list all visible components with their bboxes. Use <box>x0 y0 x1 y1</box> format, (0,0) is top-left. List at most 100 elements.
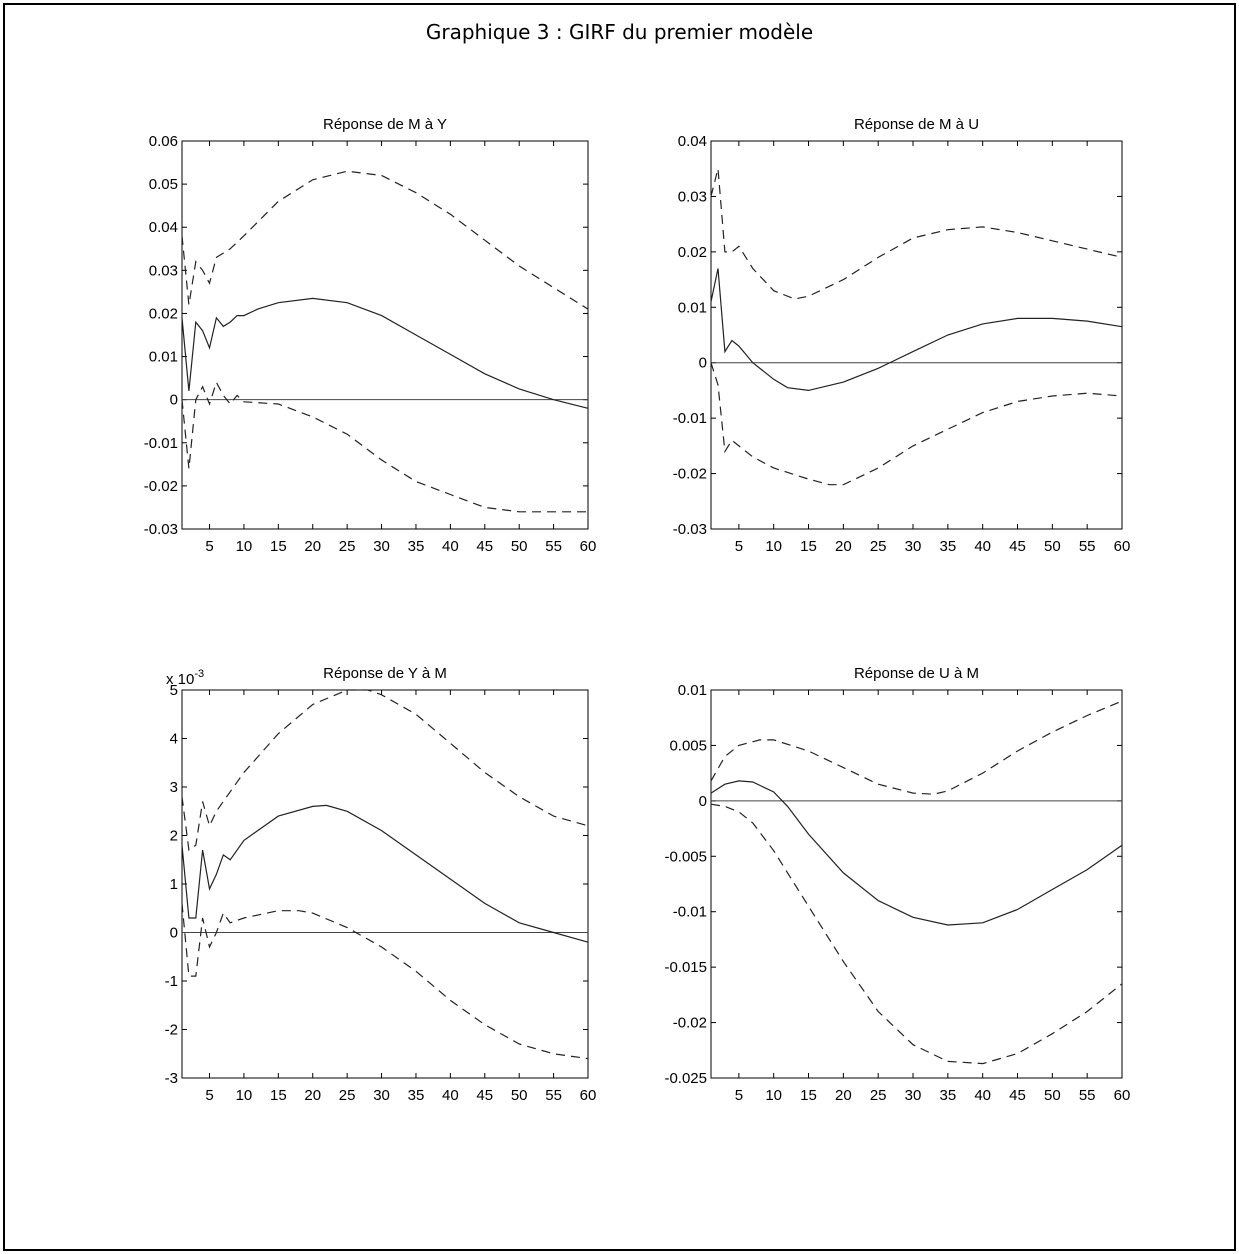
y-tick-label: 2 <box>170 828 178 845</box>
confidence-band-line <box>181 689 589 852</box>
y-tick-label: 0 <box>170 925 178 942</box>
x-tick-label: 60 <box>1114 1087 1131 1104</box>
x-tick-label: 50 <box>511 538 528 555</box>
subplot-title: Réponse de U à M <box>854 665 979 682</box>
y-tick-label: -0.01 <box>144 435 178 452</box>
x-tick-label: 30 <box>905 1087 922 1104</box>
subplot-3: Réponse de Y à M5 10 15 20 25 30 35 40 45 50 55 60-… <box>165 665 597 1104</box>
subplot-2: Réponse de M à U 5 10 15 20 25 30 35 40 45 50 55 60 -… <box>673 116 1131 555</box>
x-tick-label: 40 <box>974 1087 991 1104</box>
confidence-band-line <box>710 803 1123 1065</box>
x-tick-label: 55 <box>1079 538 1096 555</box>
x-tick-label: 10 <box>236 1087 253 1104</box>
confidence-band-line <box>710 168 1123 300</box>
irf-line <box>181 297 589 409</box>
x-tick-label: 45 <box>1009 1087 1026 1104</box>
y-tick-label: -2 <box>165 1022 178 1039</box>
x-tick-label: 5 <box>205 1087 213 1104</box>
x-tick-label: 55 <box>1079 1087 1096 1104</box>
y-tick-label: -0.015 <box>664 959 707 976</box>
y-tick-label: 0.01 <box>678 299 707 316</box>
x-tick-label: 10 <box>236 538 253 555</box>
y-tick-label: 5 <box>170 682 178 699</box>
x-tick-label: 25 <box>339 1087 356 1104</box>
x-tick-label: 15 <box>800 538 817 555</box>
confidence-band-line <box>181 170 589 310</box>
y-tick-label: 4 <box>170 731 178 748</box>
x-tick-label: 40 <box>442 1087 459 1104</box>
x-tick-label: 20 <box>304 1087 321 1104</box>
y-tick-label: -0.03 <box>673 521 707 538</box>
page-title: Graphique 3 : GIRF du premier modèle <box>425 20 814 44</box>
x-tick-label: 45 <box>1009 538 1026 555</box>
confidence-band-line <box>181 903 589 1060</box>
y-tick-label: -0.02 <box>144 478 178 495</box>
y-tick-label: 0 <box>699 793 707 810</box>
y-tick-label: 0.02 <box>678 244 707 261</box>
x-tick-label: 25 <box>870 1087 887 1104</box>
subplot-title: Réponse de Y à M <box>323 665 447 682</box>
y-tick-label: 0.02 <box>149 305 178 322</box>
confidence-band-line <box>710 362 1123 486</box>
y-tick-label: -0.025 <box>664 1070 707 1087</box>
y-tick-label: 0.05 <box>149 176 178 193</box>
x-tick-label: 5 <box>735 538 743 555</box>
y-tick-label: 0.03 <box>678 188 707 205</box>
subplot-title: Réponse de M à Y <box>323 116 447 133</box>
x-tick-label: 35 <box>408 1087 425 1104</box>
y-tick-label: 0.04 <box>678 133 707 150</box>
x-tick-label: 40 <box>442 538 459 555</box>
y-tick-label: 3 <box>170 779 178 796</box>
plot-frame <box>181 689 589 1079</box>
x-tick-label: 30 <box>905 538 922 555</box>
y-tick-label: 1 <box>170 876 178 893</box>
subplot-1: Réponse de M à Y 5 10 15 20 25 30 35 40 45 50 55 60 -… <box>144 116 597 555</box>
x-tick-label: 15 <box>800 1087 817 1104</box>
y-tick-label: -0.01 <box>673 904 707 921</box>
y-tick-label: 0.06 <box>149 133 178 150</box>
x-tick-label: 10 <box>765 538 782 555</box>
x-tick-label: 30 <box>373 1087 390 1104</box>
y-tick-label: 0.01 <box>678 682 707 699</box>
subplot-title: Réponse de M à U <box>854 116 979 133</box>
x-tick-label: 45 <box>476 1087 493 1104</box>
x-tick-label: 20 <box>304 538 321 555</box>
x-tick-label: 55 <box>545 1087 562 1104</box>
plot-frame <box>710 689 1123 1079</box>
x-tick-label: 20 <box>835 1087 852 1104</box>
x-tick-label: 50 <box>511 1087 528 1104</box>
y-tick-label: -1 <box>165 973 178 990</box>
x-tick-label: 35 <box>408 538 425 555</box>
x-tick-label: 60 <box>580 538 597 555</box>
y-tick-label: 0 <box>170 392 178 409</box>
x-tick-label: 30 <box>373 538 390 555</box>
x-tick-label: 15 <box>270 538 287 555</box>
x-tick-label: 45 <box>476 538 493 555</box>
y-tick-label: -0.03 <box>144 521 178 538</box>
figure-frame <box>3 3 1236 1251</box>
x-tick-label: 5 <box>735 1087 743 1104</box>
x-tick-label: 50 <box>1044 1087 1061 1104</box>
y-tick-label: -0.02 <box>673 466 707 483</box>
irf-line <box>710 268 1123 392</box>
x-tick-label: 35 <box>940 538 957 555</box>
plot-frame <box>181 140 589 530</box>
y-tick-label: -3 <box>165 1070 178 1087</box>
x-tick-label: 15 <box>270 1087 287 1104</box>
x-tick-label: 60 <box>580 1087 597 1104</box>
y-tick-label: 0.04 <box>149 219 178 236</box>
x-tick-label: 25 <box>339 538 356 555</box>
y-tick-label: 0.03 <box>149 262 178 279</box>
y-tick-label: 0.01 <box>149 349 178 366</box>
y-tick-label: -0.01 <box>673 410 707 427</box>
x-tick-label: 20 <box>835 538 852 555</box>
irf-line <box>181 804 589 943</box>
y-tick-label: -0.02 <box>673 1015 707 1032</box>
x-tick-label: 10 <box>765 1087 782 1104</box>
x-tick-label: 25 <box>870 538 887 555</box>
plot-frame <box>710 140 1123 530</box>
subplot-4: Réponse de U à M 5 10 15 20 25 30 35 40 45 50 55 60 -… <box>664 665 1130 1104</box>
y-tick-label: 0.005 <box>669 737 707 754</box>
x-tick-label: 35 <box>940 1087 957 1104</box>
